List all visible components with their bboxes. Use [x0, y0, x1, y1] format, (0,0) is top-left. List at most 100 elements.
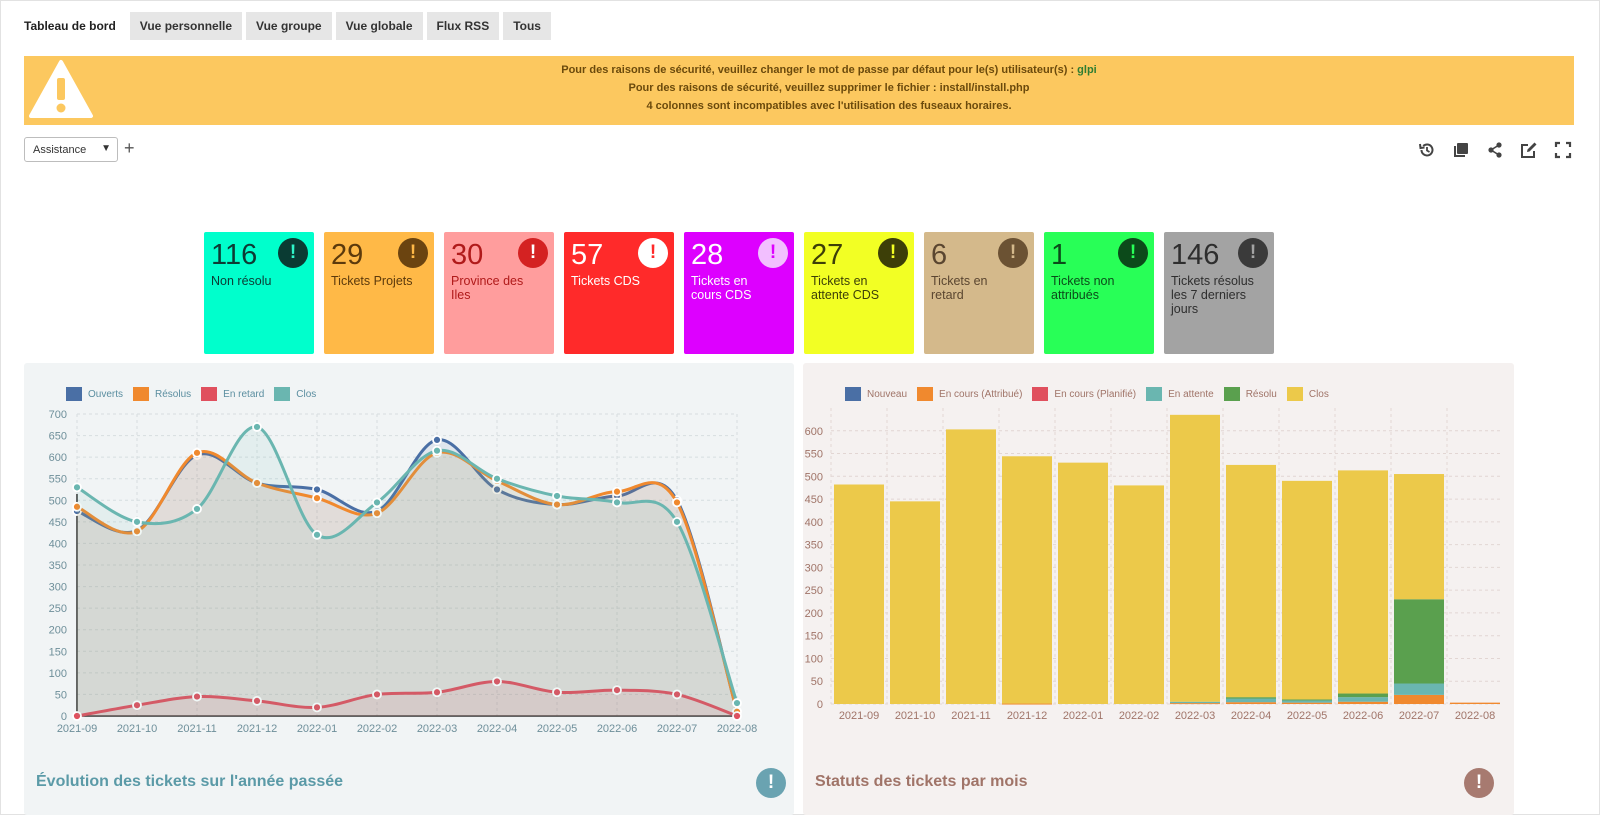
bar-segment[interactable] — [1226, 698, 1276, 703]
indicator-tile[interactable]: 28 Tickets en cours CDS! — [684, 232, 794, 354]
indicator-tile[interactable]: 57 Tickets CDS! — [564, 232, 674, 354]
bar-segment[interactable] — [1226, 464, 1276, 698]
indicator-tile[interactable]: 1 Tickets non attribués! — [1044, 232, 1154, 354]
history-icon[interactable] — [1418, 141, 1436, 159]
data-point[interactable] — [732, 711, 742, 721]
bar-segment[interactable] — [1394, 474, 1444, 600]
bar-segment[interactable] — [1226, 702, 1276, 704]
data-point[interactable] — [672, 497, 682, 508]
data-point[interactable] — [72, 711, 82, 721]
bar-segment[interactable] — [1338, 697, 1388, 702]
bar-segment[interactable] — [1058, 462, 1108, 704]
edit-icon[interactable] — [1520, 141, 1538, 159]
bar-segment[interactable] — [1002, 703, 1052, 705]
data-point[interactable] — [252, 478, 262, 488]
data-point[interactable] — [612, 685, 622, 696]
bar-segment[interactable] — [1394, 683, 1444, 695]
data-point[interactable] — [72, 501, 82, 512]
bar-segment[interactable] — [1394, 599, 1444, 684]
indicator-tile[interactable]: 116 Non résolu! — [204, 232, 314, 354]
bar-segment[interactable] — [1282, 700, 1332, 703]
data-point[interactable] — [192, 447, 202, 458]
bar-segment[interactable] — [834, 484, 884, 704]
tile-label: Tickets Projets — [331, 274, 413, 288]
user-link[interactable]: glpi — [1077, 64, 1097, 76]
data-point[interactable] — [372, 508, 382, 519]
bar-segment[interactable] — [1170, 414, 1220, 702]
bar-segment[interactable] — [1170, 703, 1220, 705]
indicator-tile[interactable]: 30 Province des Iles! — [444, 232, 554, 354]
indicator-tile[interactable]: 6 Tickets en retard! — [924, 232, 1034, 354]
data-point[interactable] — [132, 700, 142, 711]
legend-item[interactable]: Résolus — [133, 387, 191, 401]
data-point[interactable] — [492, 473, 502, 484]
legend-item[interactable]: En cours (Attribué) — [917, 387, 1022, 401]
data-point[interactable] — [192, 504, 202, 514]
bar-segment[interactable] — [1170, 701, 1220, 704]
data-point[interactable] — [372, 497, 382, 508]
bar-segment[interactable] — [1282, 699, 1332, 701]
indicator-tile[interactable]: 29 Tickets Projets! — [324, 232, 434, 354]
bar-segment[interactable] — [1338, 701, 1388, 704]
data-point[interactable] — [552, 491, 562, 501]
data-point[interactable] — [672, 516, 682, 527]
bar-segment[interactable] — [1338, 470, 1388, 694]
plus-icon[interactable]: + — [124, 138, 135, 158]
dashboard-select[interactable]: Assistance ▼ — [24, 137, 118, 162]
data-point[interactable] — [72, 482, 82, 493]
share-icon[interactable] — [1486, 141, 1504, 159]
legend-item[interactable]: En retard — [201, 387, 264, 401]
data-point[interactable] — [312, 493, 322, 504]
data-point[interactable] — [372, 689, 382, 700]
bar-segment[interactable] — [1282, 702, 1332, 704]
indicator-tile[interactable]: 27 Tickets en attente CDS! — [804, 232, 914, 354]
tab-vue-globale[interactable]: Vue globale — [335, 12, 423, 40]
bar-segment[interactable] — [1002, 456, 1052, 704]
legend-item[interactable]: Ouverts — [66, 387, 123, 401]
info-badge-icon[interactable]: ! — [756, 768, 786, 798]
tab-tableau-de-bord[interactable]: Tableau de bord — [14, 12, 126, 40]
data-point[interactable] — [432, 687, 442, 698]
bar-segment[interactable] — [1450, 702, 1500, 704]
legend-item[interactable]: En attente — [1146, 387, 1214, 401]
tile-value: 28 — [691, 239, 724, 271]
data-point[interactable] — [252, 695, 262, 706]
data-point[interactable] — [312, 484, 322, 495]
data-point[interactable] — [492, 676, 502, 687]
bar-segment[interactable] — [1114, 485, 1164, 704]
y-tick-label: 650 — [49, 431, 67, 443]
tab-vue-groupe[interactable]: Vue groupe — [246, 12, 332, 40]
legend-item[interactable]: Résolu — [1223, 387, 1277, 401]
bar-segment[interactable] — [1394, 694, 1444, 704]
data-point[interactable] — [552, 687, 562, 698]
data-point[interactable] — [132, 516, 142, 527]
bar-segment[interactable] — [1226, 697, 1276, 699]
data-point[interactable] — [612, 486, 622, 497]
y-tick-label: 250 — [49, 603, 67, 615]
bar-segment[interactable] — [946, 429, 996, 704]
bar-segment[interactable] — [890, 501, 940, 704]
legend-item[interactable]: En cours (Planifié) — [1032, 387, 1136, 401]
data-point[interactable] — [612, 497, 622, 508]
data-point[interactable] — [432, 445, 442, 456]
data-point[interactable] — [312, 529, 322, 540]
tab-vue-personnelle[interactable]: Vue personnelle — [129, 12, 243, 40]
bar-segment[interactable] — [1282, 480, 1332, 700]
bar-segment[interactable] — [1338, 693, 1388, 698]
data-point[interactable] — [132, 526, 142, 537]
fullscreen-icon[interactable] — [1554, 141, 1572, 159]
indicator-tile[interactable]: 146 Tickets résolus les 7 derniers jours! — [1164, 232, 1274, 354]
data-point[interactable] — [252, 422, 262, 432]
tab-flux-rss[interactable]: Flux RSS — [426, 12, 500, 40]
info-badge-icon[interactable]: ! — [1464, 768, 1494, 798]
data-point[interactable] — [312, 702, 322, 713]
tab-tous[interactable]: Tous — [503, 12, 551, 40]
data-point[interactable] — [732, 698, 742, 708]
legend-item[interactable]: Nouveau — [845, 387, 907, 401]
legend-item[interactable]: Clos — [274, 387, 316, 401]
data-point[interactable] — [432, 434, 442, 445]
clone-icon[interactable] — [1452, 141, 1470, 159]
data-point[interactable] — [672, 689, 682, 700]
legend-item[interactable]: Clos — [1286, 387, 1329, 401]
data-point[interactable] — [192, 691, 202, 702]
